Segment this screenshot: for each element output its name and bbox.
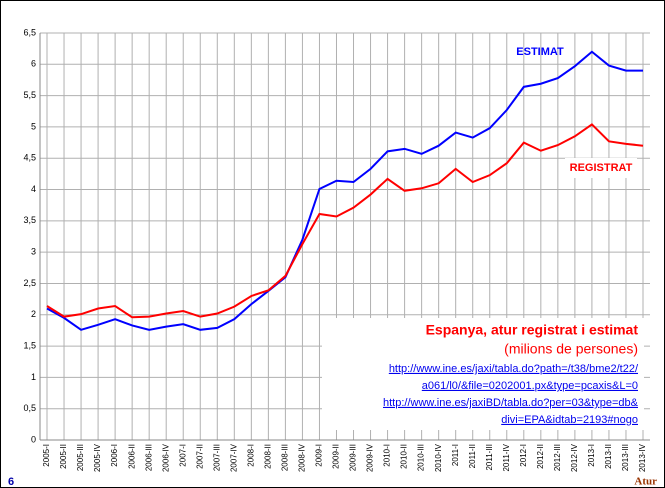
x-tick-label: 2011-I — [451, 444, 460, 466]
page-number: 6 — [8, 476, 14, 488]
x-tick-label: 2007-I — [178, 444, 187, 467]
y-tick-label: 1,5 — [23, 340, 36, 350]
x-tick-label: 2013-IV — [638, 443, 647, 472]
y-tick-label: 6,5 — [23, 27, 36, 37]
x-tick-label: 2009-IV — [366, 443, 375, 472]
chart-title: Espanya, atur registrat i estimat — [426, 322, 639, 338]
x-tick-label: 2012-IV — [570, 443, 579, 472]
x-tick-label: 2011-II — [468, 444, 477, 468]
x-tick-label: 2005-IV — [93, 443, 102, 472]
annotation-box — [322, 318, 644, 430]
x-tick-label: 2009-I — [315, 444, 324, 467]
x-tick-label: 2005-III — [76, 444, 85, 471]
y-tick-label: 2,5 — [23, 278, 36, 288]
series-label: REGISTRAT — [570, 162, 633, 174]
x-tick-label: 2007-III — [212, 444, 221, 471]
x-tick-label: 2007-IV — [229, 443, 238, 472]
y-tick-label: 0 — [31, 434, 36, 444]
x-tick-label: 2006-III — [144, 444, 153, 471]
x-tick-label: 2010-III — [417, 444, 426, 471]
y-tick-label: 3,5 — [23, 215, 36, 225]
x-tick-label: 2008-I — [246, 444, 255, 467]
source-link[interactable]: a061/l0/&file=0202001.px&type=pcaxis&L=0 — [422, 380, 638, 392]
series-label-box — [565, 158, 637, 178]
y-tick-label: 6 — [31, 59, 36, 69]
y-tick-label: 4,5 — [23, 153, 36, 163]
x-tick-label: 2012-I — [519, 444, 528, 467]
source-link[interactable]: divi=EPA&idtab=2193#nogo — [501, 414, 638, 426]
x-tick-label: 2013-II — [604, 444, 613, 469]
y-tick-label: 0,5 — [23, 403, 36, 413]
x-tick-label: 2011-III — [485, 444, 494, 471]
x-tick-label: 2012-III — [553, 444, 562, 471]
y-tick-label: 4 — [31, 184, 36, 194]
x-tick-label: 2005-II — [59, 444, 68, 469]
x-tick-label: 2006-I — [110, 444, 119, 467]
footer: Atur — [634, 476, 657, 488]
x-tick-label: 2007-II — [195, 444, 204, 469]
x-tick-label: 2010-II — [400, 444, 409, 469]
source-link[interactable]: http://www.ine.es/jaxi/tabla.do?path=/t3… — [389, 363, 639, 375]
y-tick-label: 5 — [31, 121, 36, 131]
x-tick-label: 2010-I — [383, 444, 392, 467]
series-label: ESTIMAT — [516, 46, 564, 58]
y-tick-label: 5,5 — [23, 90, 36, 100]
x-tick-label: 2008-IV — [298, 443, 307, 472]
series-line — [46, 123, 644, 319]
x-tick-label: 2008-II — [263, 444, 272, 469]
y-tick-label: 1 — [31, 372, 36, 382]
x-tick-label: 2011-IV — [502, 443, 511, 471]
chart-subtitle: (milions de persones) — [504, 341, 638, 357]
x-tick-label: 2010-IV — [434, 443, 443, 472]
series-line — [46, 50, 643, 331]
x-tick-label: 2009-II — [332, 444, 341, 469]
x-tick-label: 2006-II — [127, 444, 136, 469]
source-link[interactable]: http://www.ine.es/jaxiBD/tabla.do?per=03… — [383, 397, 639, 409]
x-tick-label: 2013-I — [587, 444, 596, 467]
x-tick-label: 2005-I — [42, 444, 51, 467]
y-tick-label: 2 — [31, 309, 36, 319]
x-tick-label: 2012-II — [536, 444, 545, 469]
x-tick-label: 2008-III — [281, 444, 290, 471]
x-tick-label: 2009-III — [349, 444, 358, 471]
y-tick-label: 3 — [31, 247, 36, 257]
x-tick-label: 2006-IV — [161, 443, 170, 472]
x-tick-label: 2013-III — [621, 444, 630, 471]
